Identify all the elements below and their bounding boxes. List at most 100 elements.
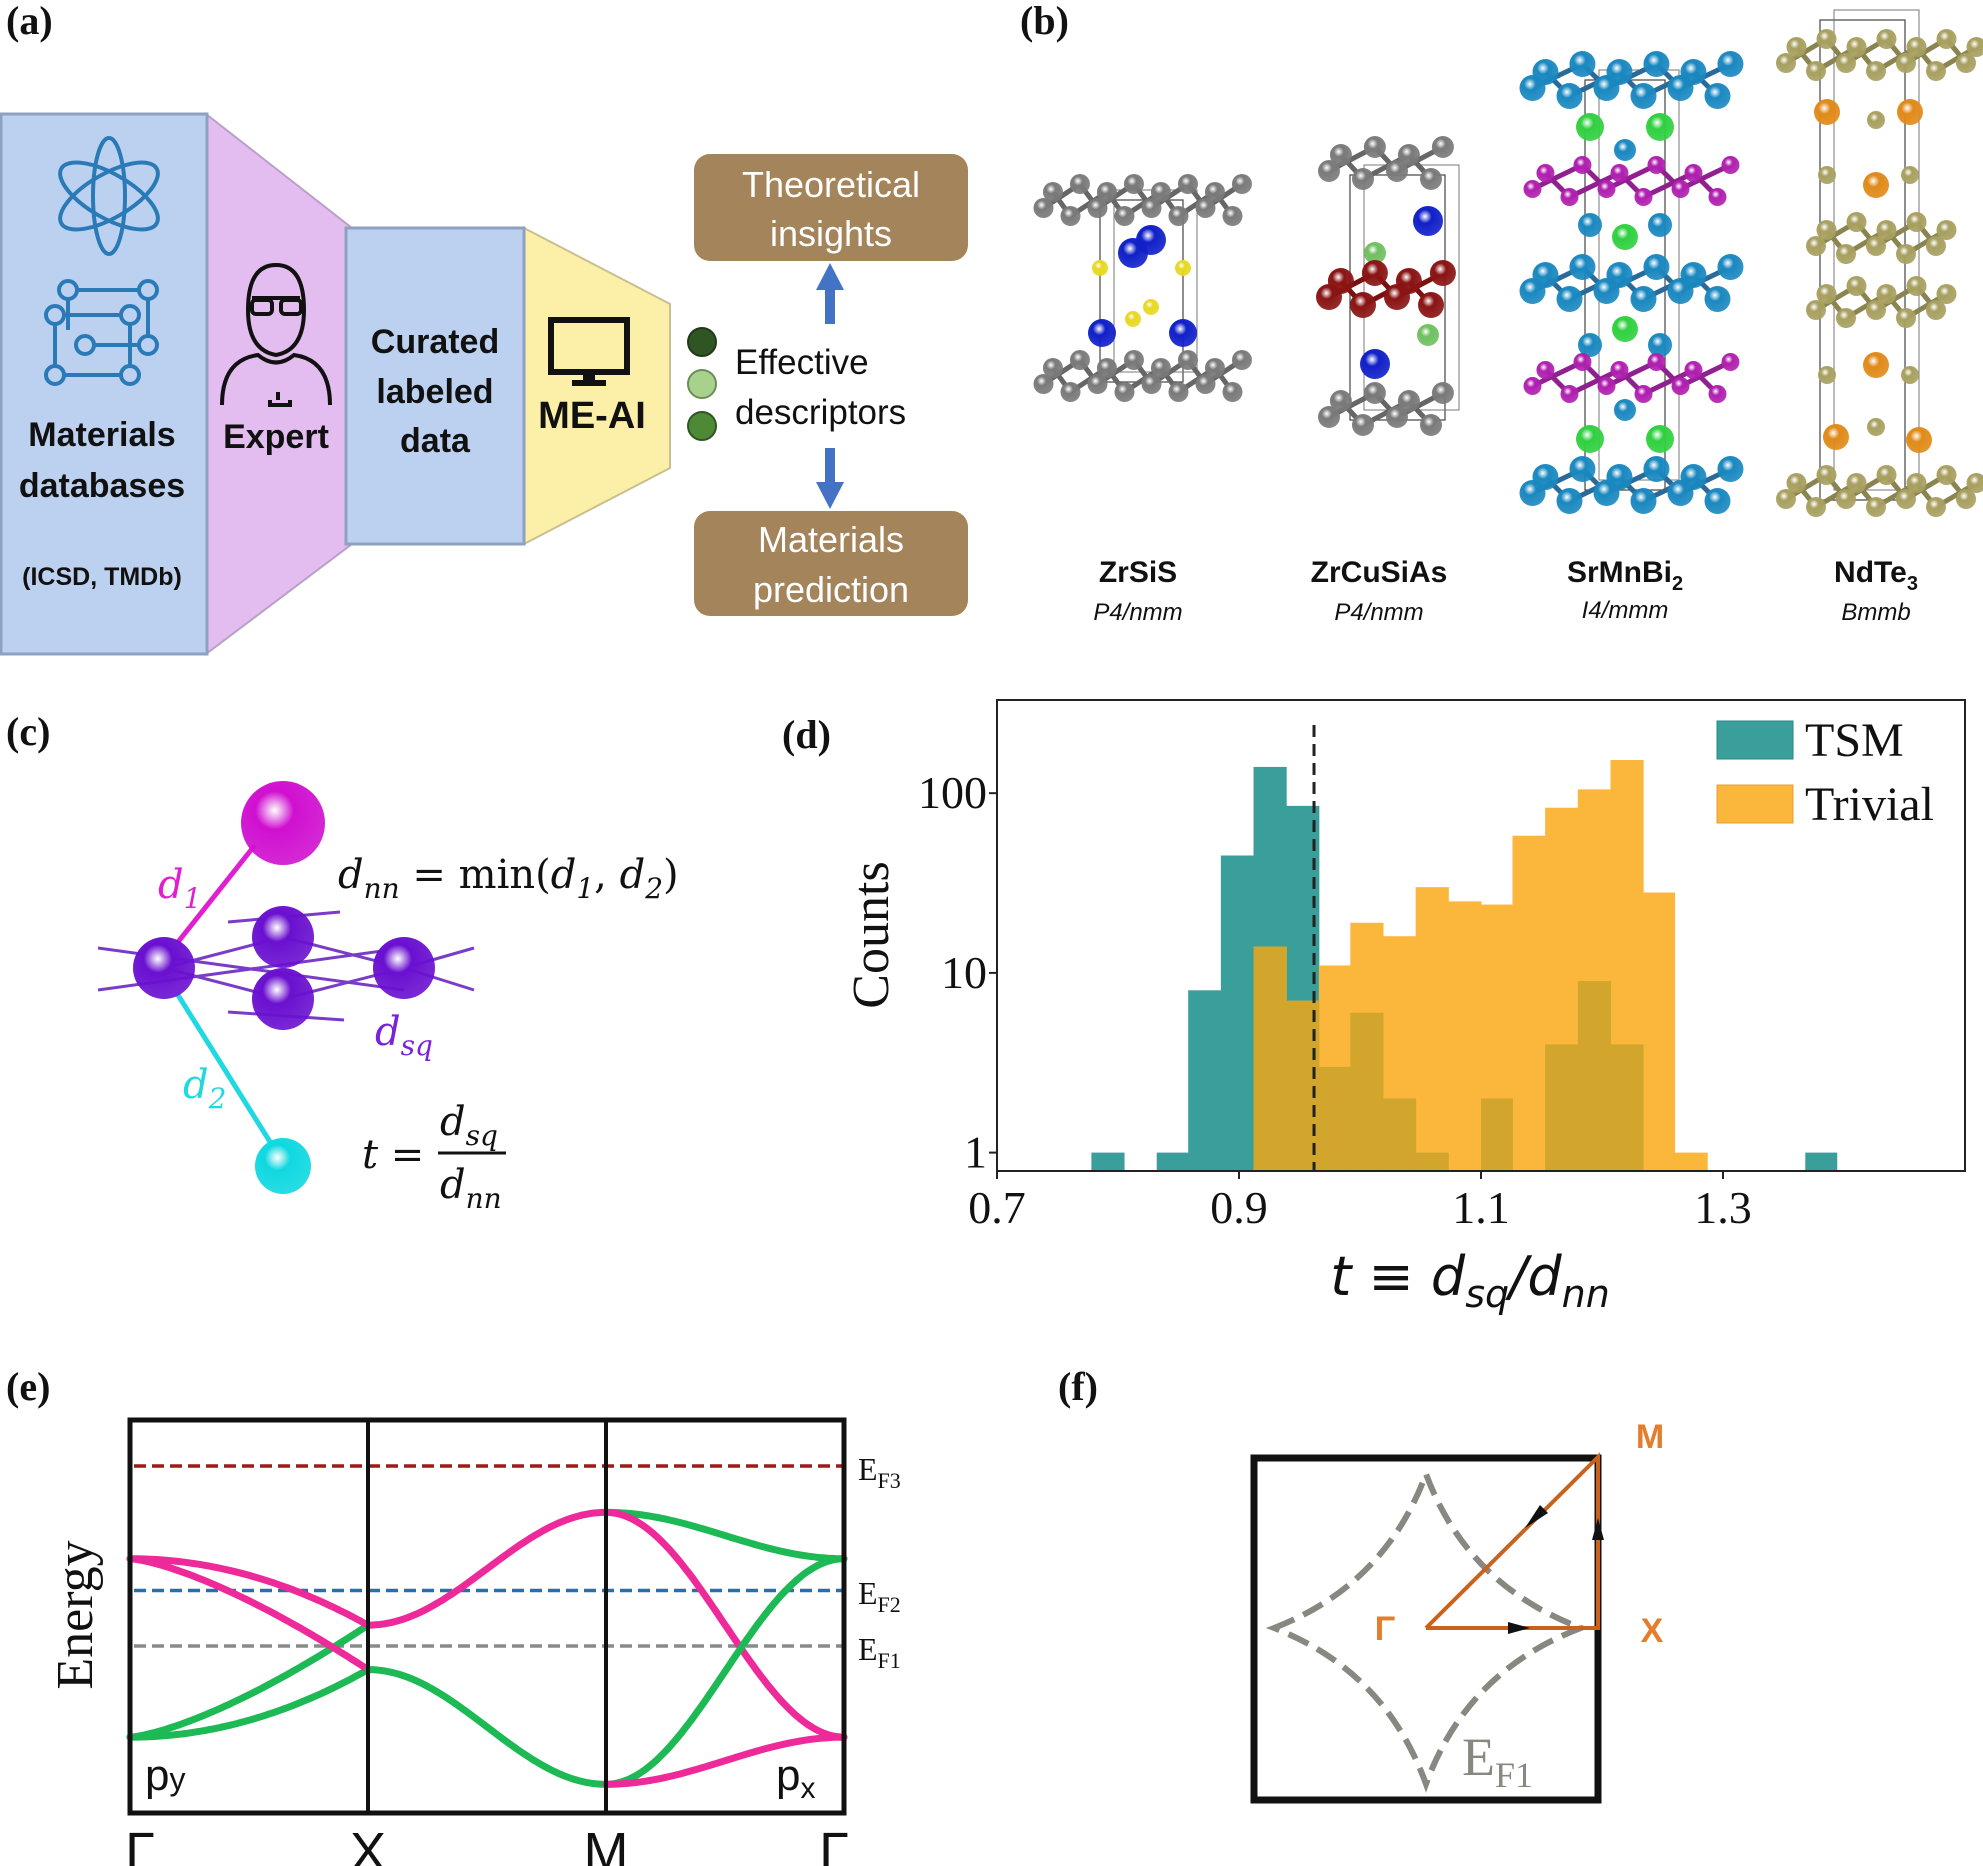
atom xyxy=(1177,350,1198,370)
atom xyxy=(1846,276,1867,296)
atom xyxy=(1316,284,1342,310)
atom xyxy=(1906,427,1932,453)
high-symmetry-path xyxy=(1424,1452,1600,1630)
atom xyxy=(1646,425,1674,453)
atom xyxy=(1536,164,1555,182)
atom xyxy=(1363,136,1386,158)
atom xyxy=(1926,300,1946,320)
atom xyxy=(1361,260,1388,286)
atom xyxy=(1863,172,1889,198)
atom xyxy=(1573,353,1592,371)
x-tick-label: 0.9 xyxy=(1210,1182,1268,1233)
atom xyxy=(1926,236,1946,256)
atom xyxy=(1519,75,1546,101)
atom xyxy=(1936,220,1957,240)
atom xyxy=(1569,51,1596,77)
atom xyxy=(1610,361,1629,379)
atom xyxy=(1042,182,1063,202)
descriptors-label-2: descriptors xyxy=(735,393,906,432)
expert-person-icon xyxy=(220,262,332,407)
bar-trivial xyxy=(1415,887,1449,1171)
curated-label-3: data xyxy=(400,422,471,460)
atom xyxy=(1042,358,1063,378)
band-structure-plot: Energy Γ X M Γ EF3 EF2 EF1 py px xyxy=(47,1417,901,1866)
bar-tsm xyxy=(1156,1152,1189,1171)
atom xyxy=(1671,377,1690,395)
atom xyxy=(1597,377,1616,395)
atom xyxy=(1717,51,1744,77)
band-px xyxy=(126,1555,372,1674)
atom xyxy=(1630,83,1657,109)
atom xyxy=(1352,414,1374,436)
histogram-chart: 0.7 0.9 1.1 1.3 1 10 100 Counts t ≡ dsq/dnn TS… xyxy=(843,699,1966,1316)
atom xyxy=(1060,206,1081,226)
atom xyxy=(1523,180,1542,198)
d1-bond xyxy=(176,843,257,944)
band-curves xyxy=(126,1508,848,1788)
atom xyxy=(1420,168,1442,190)
atom xyxy=(1866,497,1886,517)
bar-tsm xyxy=(1188,990,1222,1171)
band-px xyxy=(602,1508,848,1741)
atom xyxy=(1836,489,1856,509)
atom xyxy=(1818,366,1836,384)
band-py xyxy=(126,1621,372,1741)
atom xyxy=(1569,254,1596,280)
atom xyxy=(1708,188,1727,206)
crystal-structures xyxy=(1033,9,1983,517)
atom xyxy=(1721,156,1740,174)
bar-overlap xyxy=(1577,981,1611,1171)
space-group: Bmmb xyxy=(1841,599,1910,626)
ef2-label: EF2 xyxy=(858,1575,901,1617)
bond xyxy=(1605,359,1658,389)
atom xyxy=(1846,37,1867,57)
atom xyxy=(1033,374,1054,394)
databases-label: databases xyxy=(19,467,185,505)
atom xyxy=(1231,174,1252,194)
atom xyxy=(1069,350,1090,370)
atom xyxy=(1318,406,1340,428)
theoretical-insights-box xyxy=(694,154,968,261)
bond-geometry-diagram: d1 d2 dsq dnn = min(d1, d2) t = dsq dnn xyxy=(97,781,679,1215)
atom xyxy=(1429,260,1456,286)
atom xyxy=(1118,238,1148,268)
atom xyxy=(1143,299,1159,315)
energy-axis-label: Energy xyxy=(47,1540,104,1689)
structure-formula: NdTe3 xyxy=(1834,556,1918,595)
atom xyxy=(1222,382,1243,402)
atom xyxy=(1901,166,1919,184)
atom xyxy=(1386,406,1408,428)
atom xyxy=(1966,473,1983,493)
atom xyxy=(1814,99,1840,125)
m-point-label: M xyxy=(1636,1418,1664,1456)
atom xyxy=(1926,61,1946,81)
band-px xyxy=(126,1555,372,1629)
descriptor-dot xyxy=(687,327,717,357)
atom xyxy=(1150,358,1171,378)
panel-label-d: (d) xyxy=(782,712,831,757)
atom xyxy=(1816,465,1837,485)
atom xyxy=(1556,488,1583,514)
atom xyxy=(1169,319,1197,347)
path-arrow-icon xyxy=(1592,1518,1604,1540)
bar-tsm xyxy=(1220,855,1255,1171)
panel-label-a: (a) xyxy=(6,0,53,43)
panel-label-b: (b) xyxy=(1020,0,1069,43)
bond xyxy=(1679,359,1732,389)
bond xyxy=(1568,170,1621,200)
atom xyxy=(1360,349,1390,379)
atom xyxy=(1786,473,1807,493)
atom xyxy=(1329,144,1352,166)
atom xyxy=(1836,308,1856,328)
atom xyxy=(1560,188,1579,206)
curated-label-2: labeled xyxy=(376,373,493,411)
atom xyxy=(1195,374,1216,394)
atom xyxy=(1816,220,1837,240)
py-label: py xyxy=(145,1751,185,1800)
atom xyxy=(1556,83,1583,109)
bar-tsm xyxy=(1805,1152,1838,1171)
structure-formula: ZrSiS xyxy=(1099,556,1177,589)
atom xyxy=(1876,29,1897,49)
atom xyxy=(1966,37,1983,57)
